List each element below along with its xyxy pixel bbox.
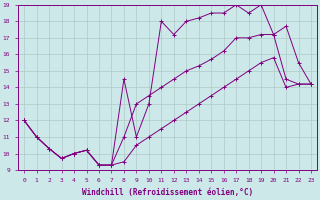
X-axis label: Windchill (Refroidissement éolien,°C): Windchill (Refroidissement éolien,°C) [82, 188, 253, 197]
